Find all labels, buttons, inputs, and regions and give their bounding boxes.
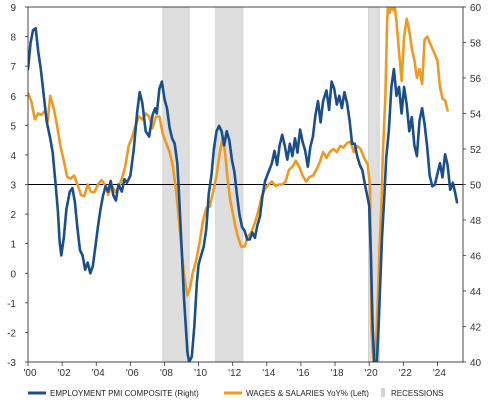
x-tick-label: '00 — [23, 368, 36, 379]
x-tick-label: '06 — [126, 368, 139, 379]
right-tick-label: 54 — [470, 110, 482, 121]
legend-label: EMPLOYMENT PMI COMPOSITE (Right) — [50, 389, 199, 398]
x-tick-label: '14 — [262, 368, 275, 379]
right-tick-label: 44 — [470, 287, 482, 298]
right-tick-label: 48 — [470, 216, 482, 227]
legend-label: WAGES & SALARIES YoY% (Left) — [246, 389, 369, 398]
left-tick-label: 0 — [10, 269, 16, 280]
left-axis: -3 -2 -1 0 1 2 3 4 5 6 7 8 9 — [7, 3, 28, 369]
left-tick-label: -2 — [7, 328, 16, 339]
left-tick-label: -3 — [7, 358, 16, 369]
x-tick-label: '10 — [194, 368, 207, 379]
left-tick-label: 8 — [10, 33, 16, 44]
right-tick-label: 56 — [470, 74, 482, 85]
left-tick-label: 5 — [10, 121, 16, 132]
right-tick-label: 42 — [470, 323, 482, 334]
left-tick-label: 7 — [10, 62, 16, 73]
legend-label: RECESSIONS — [391, 389, 443, 398]
x-tick-label: '04 — [92, 368, 105, 379]
legend: EMPLOYMENT PMI COMPOSITE (Right) WAGES & … — [28, 388, 443, 398]
left-tick-label: 6 — [10, 92, 16, 103]
left-tick-label: 3 — [10, 181, 16, 192]
right-tick-label: 40 — [470, 358, 482, 369]
x-tick-label: '18 — [331, 368, 344, 379]
left-tick-label: 2 — [10, 210, 16, 221]
x-tick-label: '16 — [296, 368, 309, 379]
right-tick-label: 50 — [470, 181, 482, 192]
x-tick-label: '02 — [58, 368, 71, 379]
series-lines — [28, 7, 459, 362]
x-axis: '00 '02 '04 '06 '08 '10 '12 '14 '16 '18 '20 '22 '24 — [23, 362, 446, 379]
right-tick-label: 52 — [470, 145, 482, 156]
right-tick-label: 46 — [470, 252, 482, 263]
legend-swatch — [381, 388, 385, 397]
right-tick-label: 60 — [470, 3, 482, 14]
x-tick-label: '20 — [365, 368, 378, 379]
left-tick-label: 9 — [10, 3, 16, 14]
left-tick-label: 4 — [10, 151, 16, 162]
x-tick-label: '12 — [228, 368, 241, 379]
x-tick-label: '24 — [433, 368, 446, 379]
left-tick-label: -1 — [7, 299, 16, 310]
x-tick-label: '08 — [160, 368, 173, 379]
employment-pmi-line — [28, 27, 459, 362]
left-tick-label: 1 — [10, 240, 16, 251]
right-axis: 40 42 44 46 48 50 52 54 56 58 60 — [463, 3, 482, 369]
x-tick-label: '22 — [399, 368, 412, 379]
right-tick-label: 58 — [470, 39, 482, 50]
